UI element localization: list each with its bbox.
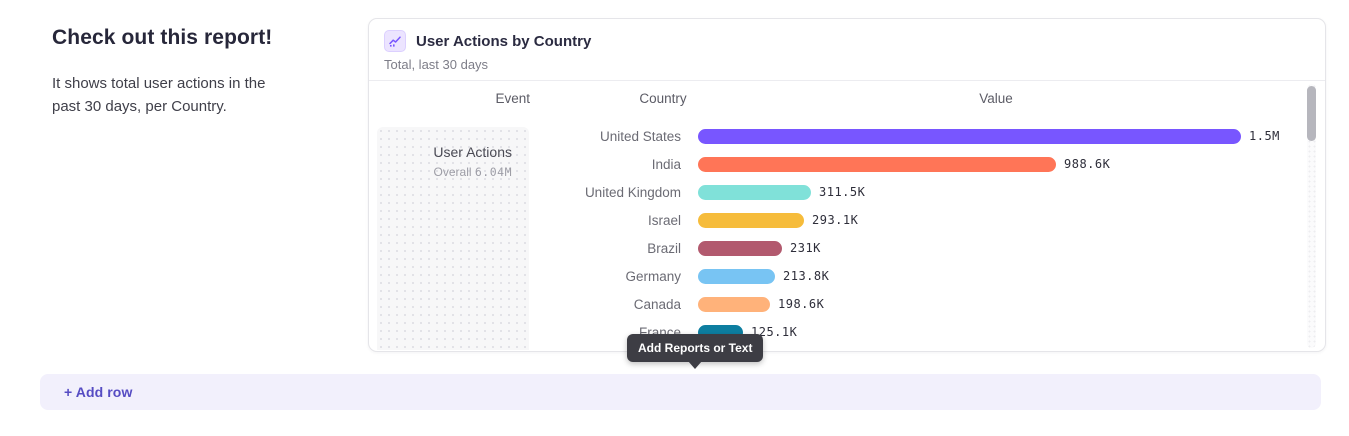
report-card[interactable]: User Actions by Country Total, last 30 d… <box>368 18 1326 352</box>
bar-value-label: 198.6K <box>778 297 825 311</box>
country-label: United States <box>599 128 681 144</box>
event-overall: Overall 6.04M <box>377 165 512 179</box>
column-header-value: Value <box>979 91 1013 106</box>
bar-value-label: 231K <box>790 241 821 255</box>
country-label: United Kingdom <box>584 184 681 200</box>
bar-value-label: 125.1K <box>751 325 798 339</box>
add-row-label: + Add row <box>64 384 133 400</box>
intro-block: Check out this report! It shows total us… <box>52 26 302 118</box>
report-card-header: User Actions by Country Total, last 30 d… <box>369 19 1325 80</box>
bar-segment[interactable] <box>698 184 811 200</box>
chart-row: Brazil 231K <box>369 234 1305 262</box>
bar-segment[interactable] <box>698 296 770 312</box>
intro-title: Check out this report! <box>52 26 273 49</box>
add-row-button[interactable]: + Add row <box>40 374 1321 410</box>
bar-segment[interactable] <box>698 156 1056 172</box>
chart-scrollbar-track[interactable] <box>1307 84 1316 348</box>
bar-value-label: 1.5M <box>1249 129 1280 143</box>
report-title: User Actions by Country <box>416 32 592 50</box>
bar-segment[interactable] <box>698 240 782 256</box>
bar-value-label: 293.1K <box>812 213 859 227</box>
event-cell[interactable]: User Actions Overall 6.04M <box>377 127 529 350</box>
country-label: Brazil <box>647 240 681 256</box>
country-label: Canada <box>633 296 681 312</box>
chart-row: Germany 213.8K <box>369 262 1305 290</box>
chart-row: France 125.1K <box>369 318 1305 346</box>
tooltip-caret-icon <box>688 361 703 369</box>
country-label: Israel <box>647 212 681 228</box>
bar-value-label: 311.5K <box>819 185 866 199</box>
country-label: India <box>651 156 681 172</box>
chart-row: Canada 198.6K <box>369 290 1305 318</box>
event-name: User Actions <box>433 144 512 160</box>
bar-value-label: 213.8K <box>783 269 830 283</box>
report-subtitle: Total, last 30 days <box>384 57 489 72</box>
chart-row: United Kingdom 311.5K <box>369 178 1305 206</box>
header-divider <box>369 80 1325 81</box>
event-total-value: 6.04M <box>474 165 512 179</box>
bar-segment[interactable] <box>698 268 775 284</box>
chart-rows: United States 1.5M India 988.6K United Kingd… <box>369 122 1305 346</box>
intro-description: It shows total user actions in the past … <box>52 75 266 115</box>
bar-value-label: 988.6K <box>1064 157 1111 171</box>
event-aggregation-label: Overall <box>433 165 472 179</box>
tooltip-label: Add Reports or Text <box>638 341 753 355</box>
chart-row: India 988.6K <box>369 150 1305 178</box>
chart-row: Israel 293.1K <box>369 206 1305 234</box>
country-label: Germany <box>625 268 681 284</box>
chart-row: United States 1.5M <box>369 122 1305 150</box>
bar-segment[interactable] <box>698 128 1241 144</box>
bar-segment[interactable] <box>698 212 804 228</box>
column-header-event: Event <box>495 91 530 106</box>
chart-scrollbar-thumb[interactable] <box>1307 86 1316 141</box>
add-reports-tooltip: Add Reports or Text <box>627 334 764 369</box>
bar-chart: Event Country Value User Actions Overall… <box>369 81 1325 350</box>
line-chart-icon <box>384 30 406 52</box>
column-header-country: Country <box>639 91 687 106</box>
